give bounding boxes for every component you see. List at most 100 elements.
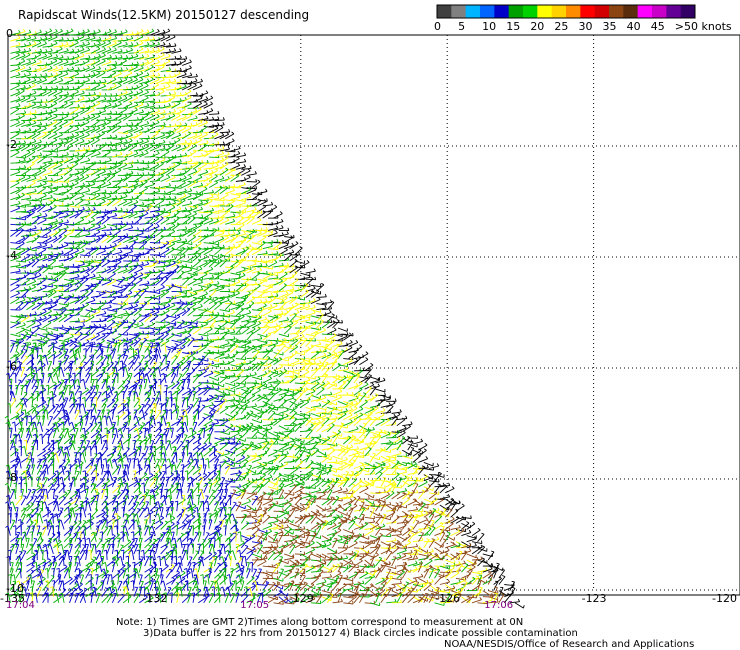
wind-barb (107, 192, 118, 195)
wind-barb-flag (126, 208, 129, 212)
wind-barb-flag (120, 54, 123, 58)
wind-barb (37, 105, 48, 109)
wind-barb (15, 156, 26, 159)
wind-barb-flag (184, 97, 187, 101)
wind-barb-flag (178, 206, 182, 210)
wind-barb (123, 201, 133, 207)
wind-barb-flag (238, 194, 241, 198)
wind-barb-flag (167, 327, 171, 331)
wind-barb (37, 119, 48, 121)
wind-barb (117, 342, 121, 353)
wind-barb-flag (260, 262, 263, 266)
wind-barb-flag (193, 143, 197, 147)
wind-barb-flag (81, 107, 85, 111)
wind-barb (262, 321, 273, 324)
wind-barb (176, 200, 186, 207)
wind-barb (15, 229, 24, 237)
wind-barb-flag (81, 82, 84, 86)
wind-barb (246, 189, 257, 195)
wind-barb (31, 141, 42, 146)
wind-barb (74, 325, 85, 329)
wind-barb-flag (141, 261, 144, 265)
wind-barb-flag (161, 210, 165, 214)
wind-barb-flag (97, 235, 101, 239)
wind-barb-flag (264, 316, 268, 320)
wind-barb-flag (260, 299, 263, 303)
wind-barb (42, 67, 53, 73)
wind-barb-flag (146, 72, 150, 76)
wind-barb-flag (185, 55, 188, 60)
wind-barb-flag (173, 187, 176, 191)
wind-barb (203, 210, 214, 213)
wind-barb-flag (140, 266, 144, 270)
wind-barb-flag (157, 212, 160, 216)
wind-barb-flag (138, 331, 142, 334)
wind-barb-flag (54, 223, 58, 227)
wind-barb-flag (227, 232, 231, 236)
wind-barb (225, 312, 235, 317)
wind-barb-flag (108, 40, 112, 44)
wind-barb (214, 153, 224, 158)
wind-barb (112, 307, 123, 311)
wind-barb-flag (139, 131, 143, 134)
wind-barb-flag (313, 285, 316, 289)
wind-barb-flag (288, 325, 292, 328)
wind-barb (106, 78, 117, 85)
wind-barb (225, 338, 236, 341)
wind-barb-flag (114, 97, 118, 101)
wind-barb-flag (313, 268, 316, 272)
wind-barb-flag (210, 266, 214, 270)
wind-barb-flag (166, 149, 170, 153)
wind-barb-flag (156, 82, 159, 86)
wind-barb (112, 73, 122, 79)
wind-barb (112, 103, 122, 109)
wind-barb (187, 293, 198, 298)
wind-barb-flag (115, 134, 118, 138)
wind-barb-flag (87, 188, 91, 191)
wind-barb-flag (122, 276, 126, 279)
wind-barb (15, 160, 26, 164)
wind-barb (251, 193, 262, 196)
wind-barb (209, 278, 220, 280)
wind-barb-flag (55, 28, 58, 32)
wind-barb (96, 196, 106, 201)
wind-barb-flag (81, 53, 85, 56)
wind-barb-flag (157, 41, 160, 45)
wind-barb (149, 31, 160, 36)
wind-barb-flag (70, 137, 73, 141)
wind-barb-flag (23, 84, 26, 88)
wind-barb-flag (209, 210, 213, 214)
wind-barb (144, 145, 154, 152)
wind-barb-flag (216, 163, 219, 166)
wind-barb (165, 111, 176, 115)
wind-barb (128, 128, 138, 134)
wind-barb-flag (174, 343, 178, 345)
wind-barb-flag (99, 318, 102, 322)
wind-barb-flag (33, 41, 37, 45)
wind-barb (176, 241, 187, 244)
wind-barb (198, 145, 207, 152)
wind-barb-flag (23, 48, 26, 52)
wind-barb-flag (201, 192, 204, 196)
wind-barb-flag (78, 204, 80, 208)
wind-barb (176, 116, 187, 121)
wind-barb (192, 85, 203, 91)
wind-barb (321, 333, 332, 336)
wind-barb-flag (141, 212, 144, 216)
wind-barb-flag (145, 150, 149, 154)
wind-barb-flag (146, 53, 150, 57)
wind-barb-flag (118, 83, 122, 86)
wind-barb-flag (233, 183, 236, 187)
wind-barb (47, 199, 57, 207)
wind-barb (80, 116, 90, 121)
wind-barb-flag (43, 64, 47, 68)
wind-barb-flag (177, 125, 181, 128)
wind-barb (192, 208, 203, 213)
wind-barb-flag (96, 118, 100, 122)
wind-barb (90, 115, 101, 121)
wind-barb-flag (152, 121, 155, 125)
wind-barb-flag (20, 228, 24, 231)
wind-barb-flag (114, 29, 117, 33)
wind-barb-flag (168, 212, 171, 216)
wind-barb-flag (141, 65, 144, 69)
